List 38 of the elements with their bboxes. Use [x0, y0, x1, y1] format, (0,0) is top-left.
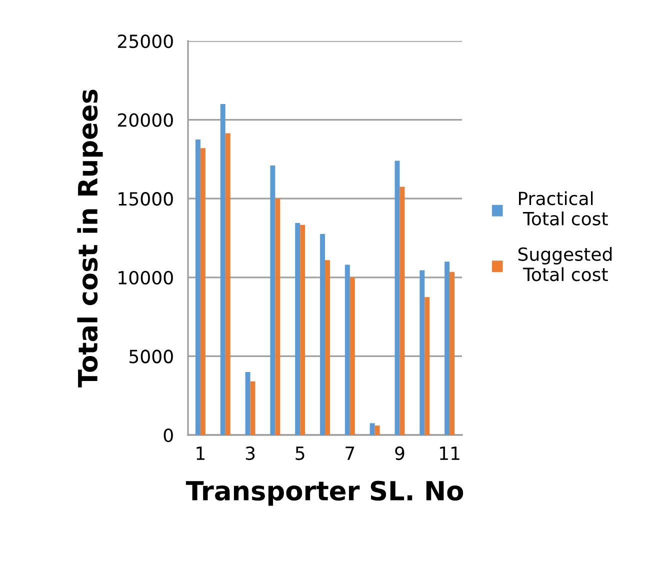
y-tick-label: 5000: [130, 350, 173, 364]
y-tick-label: 20000: [118, 113, 173, 127]
x-tick-label: 3: [246, 446, 255, 460]
y-tick-label: 15000: [118, 192, 173, 206]
bar: [245, 372, 250, 435]
y-tick-label: 25000: [118, 34, 173, 48]
bar: [225, 133, 230, 435]
y-axis-title: Total cost in Rupees: [77, 90, 103, 388]
bar: [250, 381, 256, 435]
bar: [374, 426, 380, 435]
bar: [344, 264, 350, 435]
legend-label: Practical Total cost: [519, 191, 608, 226]
bar: [325, 260, 330, 435]
bar: [220, 104, 226, 435]
legend-label: Suggested Total cost: [518, 247, 612, 282]
bar: [350, 277, 355, 435]
bar: [275, 198, 280, 435]
bar: [444, 262, 450, 435]
y-tick-label: 0: [164, 428, 173, 442]
bar: [195, 140, 200, 435]
bar: [300, 224, 306, 435]
bar: [394, 160, 400, 435]
bar: [450, 272, 455, 435]
bar: [420, 270, 425, 435]
x-tick-label: 9: [395, 446, 404, 460]
bar: [370, 423, 375, 435]
y-tick-label: 10000: [118, 270, 173, 285]
x-axis-title: Transporter SL. No: [186, 480, 464, 506]
x-tick-label: 5: [296, 446, 304, 460]
bar: [424, 297, 430, 435]
bar: [295, 223, 300, 435]
bar: [270, 166, 276, 435]
bar: [200, 148, 206, 435]
x-tick-label: 7: [346, 446, 354, 460]
bar: [320, 234, 325, 435]
x-tick-label: 1: [196, 446, 205, 460]
x-tick-label: 11: [440, 446, 460, 460]
bar: [400, 186, 405, 435]
